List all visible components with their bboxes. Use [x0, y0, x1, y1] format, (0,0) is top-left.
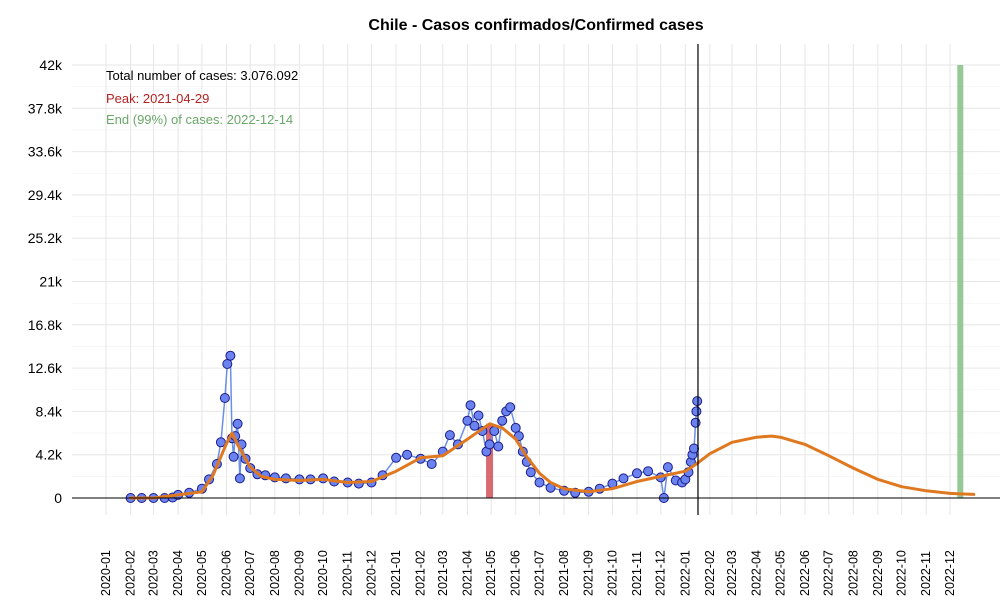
x-tick-label: 2022-09: [871, 550, 885, 596]
x-axis-ticks: 2020-01 2020-02 2020-03 2020-04 2020-05 2020-…: [99, 550, 957, 596]
x-tick-label: 2021-06: [509, 550, 523, 596]
data-point: [618, 473, 629, 484]
y-tick-label: 0: [54, 490, 62, 506]
data-point: [225, 350, 236, 361]
x-tick-label: 2020-03: [147, 550, 161, 596]
x-tick-label: 2022-10: [895, 550, 909, 596]
data-point: [426, 459, 437, 469]
x-tick-label: 2020-10: [316, 550, 330, 596]
x-tick-label: 2022-04: [750, 550, 764, 596]
data-point: [444, 430, 455, 441]
x-tick-label: 2021-08: [557, 550, 571, 596]
x-tick-label: 2021-11: [630, 551, 644, 596]
x-tick-label: 2021-05: [484, 550, 498, 596]
x-tick-label: 2022-07: [822, 550, 836, 596]
x-tick-label: 2020-08: [268, 550, 282, 596]
y-tick-label: 8.4k: [36, 403, 63, 419]
y-tick-label: 29.4k: [28, 187, 63, 203]
data-point: [469, 420, 480, 431]
y-tick-label: 4.2k: [36, 447, 63, 463]
x-tick-label: 2021-09: [582, 550, 596, 596]
data-point: [632, 468, 642, 479]
x-tick-label: 2022-03: [725, 550, 739, 596]
x-tick-label: 2021-01: [389, 550, 403, 596]
marker-bars: [486, 65, 964, 498]
series-layer: [125, 350, 976, 503]
data-point: [232, 418, 243, 429]
y-tick-label: 21k: [39, 274, 63, 290]
y-axis-ticks: 0 4.2k 8.4k 12.6k 16.8k 21k 25.2k 29.4k 33.6k 37.…: [28, 57, 63, 506]
x-tick-label: 2021-03: [436, 550, 450, 596]
data-point: [692, 396, 703, 407]
data-point: [465, 400, 476, 411]
y-tick-label: 37.8k: [28, 100, 63, 116]
x-tick-label: 2022-12: [943, 550, 957, 596]
x-tick-label: 2021-04: [460, 550, 474, 596]
x-tick-label: 2022-01: [678, 550, 692, 596]
annotation-end: End (99%) of cases: 2022-12-14: [106, 112, 293, 127]
x-tick-label: 2022-05: [773, 550, 787, 596]
end-bar: [957, 65, 964, 498]
data-point: [497, 415, 508, 426]
y-tick-label: 12.6k: [28, 360, 63, 376]
annotation-total: Total number of cases: 3.076.092: [106, 68, 298, 83]
data-point: [689, 443, 699, 454]
x-tick-label: 2022-08: [846, 550, 860, 596]
x-tick-label: 2020-09: [292, 550, 306, 596]
data-point: [473, 410, 484, 421]
x-tick-label: 2020-02: [124, 550, 138, 596]
x-tick-label: 2020-04: [171, 550, 185, 596]
data-point: [484, 439, 495, 450]
x-tick-label: 2021-07: [532, 550, 546, 596]
data-point: [643, 466, 654, 477]
x-tick-label: 2021-12: [654, 550, 668, 596]
x-tick-label: 2022-11: [919, 551, 933, 596]
x-tick-label: 2021-10: [605, 550, 619, 596]
data-point: [222, 359, 233, 369]
data-point: [462, 415, 473, 426]
y-tick-label: 25.2k: [28, 230, 63, 246]
fit-line: [129, 422, 976, 500]
data-point: [691, 406, 702, 417]
x-tick-label: 2020-06: [219, 550, 233, 596]
x-tick-label: 2020-01: [99, 550, 113, 596]
data-point: [505, 402, 516, 413]
data-point: [402, 449, 413, 460]
peak-bar: [486, 423, 494, 498]
data-point: [510, 422, 521, 433]
y-tick-label: 33.6k: [28, 144, 63, 160]
y-tick-label: 42k: [39, 57, 63, 73]
axes: [72, 44, 1000, 515]
data-point: [228, 451, 239, 462]
annotation-peak: Peak: 2021-04-29: [106, 91, 209, 106]
x-tick-label: 2022-02: [703, 550, 717, 596]
chart-title: Chile - Casos confirmados/Confirmed case…: [368, 17, 703, 34]
data-point: [690, 417, 701, 428]
data-point: [234, 473, 245, 484]
x-tick-label: 2020-12: [364, 550, 378, 596]
x-tick-label: 2022-06: [798, 550, 812, 596]
data-point: [219, 393, 230, 403]
data-point: [391, 452, 402, 463]
data-point: [525, 467, 536, 478]
x-tick-label: 2021-02: [414, 550, 428, 596]
x-tick-label: 2020-11: [341, 551, 355, 596]
y-tick-label: 16.8k: [28, 317, 63, 333]
data-point: [662, 462, 673, 473]
x-tick-label: 2020-05: [195, 550, 209, 596]
x-tick-label: 2020-07: [243, 550, 257, 596]
data-point: [534, 477, 545, 488]
data-point: [493, 441, 504, 452]
